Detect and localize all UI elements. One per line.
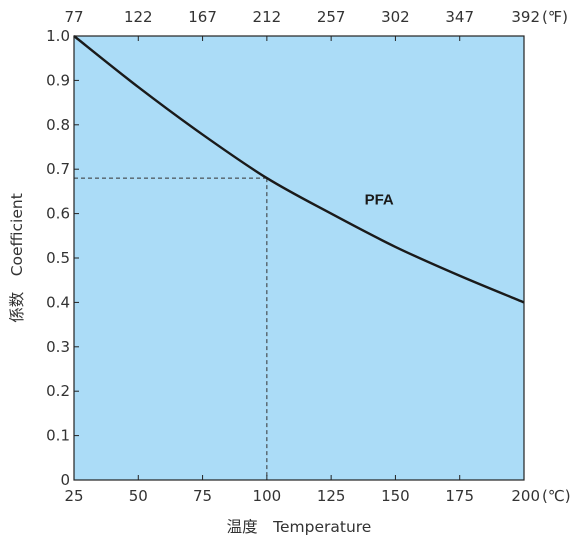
x-axis-title: 温度 Temperature	[227, 518, 372, 536]
y-axis-ticks: 0 0.1 0.2 0.3 0.4 0.5 0.6 0.7 0.8 0.9 1.0	[46, 27, 79, 489]
y-axis-title: 係数 Coefficient	[8, 193, 26, 323]
top-tick-label: 212	[253, 8, 282, 26]
top-tick-label: 302	[381, 8, 410, 26]
y-tick-label: 0.1	[46, 427, 70, 445]
top-tick-label: 392	[511, 8, 540, 26]
y-tick-label: 0.4	[46, 293, 70, 311]
y-tick-label: 1.0	[46, 27, 70, 45]
x-tick-label: 100	[253, 487, 282, 505]
plot-background	[74, 36, 524, 480]
top-tick-label: 167	[188, 8, 217, 26]
y-tick-label: 0	[60, 471, 70, 489]
x-tick-label: 200	[511, 487, 540, 505]
x-tick-label: 175	[445, 487, 474, 505]
top-tick-label: 257	[317, 8, 346, 26]
x-tick-label: 125	[317, 487, 346, 505]
x-tick-label: 150	[381, 487, 410, 505]
top-tick-label: 122	[124, 8, 153, 26]
y-tick-label: 0.7	[46, 160, 70, 178]
y-tick-label: 0.3	[46, 338, 70, 356]
y-tick-label: 0.8	[46, 116, 70, 134]
top-tick-label: 77	[64, 8, 83, 26]
x-tick-label: 25	[64, 487, 83, 505]
y-tick-label: 0.6	[46, 205, 70, 223]
top-axis-unit-fahrenheit: (℉)	[542, 8, 568, 26]
x-axis-unit-celsius: (℃)	[542, 487, 571, 505]
top-tick-label: 347	[445, 8, 474, 26]
reference-lines	[74, 177, 268, 480]
y-tick-label: 0.5	[46, 249, 70, 267]
x-tick-label: 50	[129, 487, 148, 505]
pfa-series-label: PFA	[365, 192, 394, 209]
y-tick-label: 0.2	[46, 382, 70, 400]
x-tick-label: 75	[193, 487, 212, 505]
x-axis-ticks: 25 50 75 100 125 150 175 200	[64, 475, 540, 505]
pfa-series-line	[73, 35, 525, 304]
top-fahrenheit-ticks: 77 122 167 212 257 302 347 392	[64, 8, 540, 41]
y-tick-label: 0.9	[46, 71, 70, 89]
